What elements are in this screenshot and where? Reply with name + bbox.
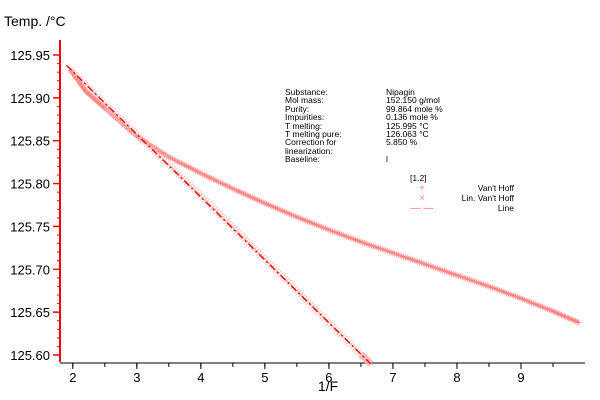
- info-key: Purity:: [285, 103, 310, 114]
- info-value: 5.850 %: [386, 137, 418, 148]
- y-tick-label: 125.80: [10, 177, 50, 192]
- x-tick-label: 3: [133, 370, 140, 385]
- info-key: T melting pure:: [285, 129, 342, 140]
- info-value: 126.063 °C: [386, 129, 429, 140]
- vant-hoff-point: [562, 313, 569, 320]
- y-tick-label: 125.95: [10, 48, 50, 63]
- fit-line: [65, 64, 371, 365]
- plus-marker-icon: +: [419, 182, 425, 194]
- vant-hoff-point: [574, 318, 581, 325]
- legend-label: Lin. Van't Hoff: [461, 193, 514, 203]
- legend-label: Line: [497, 203, 514, 213]
- vant-hoff-point: [569, 316, 576, 323]
- vant-hoff-point: [552, 309, 559, 316]
- y-axis-title: Temp. /°C: [4, 13, 66, 29]
- vant-hoff-point: [554, 310, 561, 317]
- info-row-correction: Correction for linearization: 5.850 %: [285, 138, 443, 155]
- vant-hoff-point: [565, 315, 572, 322]
- y-tick-label: 125.85: [10, 134, 50, 149]
- info-value: 152.150 g/mol: [386, 95, 440, 106]
- vant-hoff-point: [557, 311, 564, 318]
- y-tick-label: 125.65: [10, 305, 50, 320]
- vant-hoff-point: [564, 314, 571, 321]
- vant-hoff-point: [559, 312, 566, 319]
- x-tick-label: 4: [197, 370, 204, 385]
- vant-hoff-point: [575, 319, 582, 326]
- y-tick-label: 125.60: [10, 348, 50, 363]
- info-value: l: [386, 154, 388, 165]
- info-key: Mol mass:: [285, 95, 324, 106]
- y-axis: 125.60 125.65 125.70 125.75 125.80 125.85 125.…: [10, 40, 61, 363]
- info-value: 99.864 mole %: [386, 103, 443, 114]
- y-tick-label: 125.75: [10, 219, 50, 234]
- legend-item-line: — — Line: [410, 202, 514, 214]
- legend-label: Van't Hoff: [477, 183, 514, 193]
- info-key: Correction for linearization:: [285, 137, 337, 156]
- info-row-impurities: Impurities: 0.136 mole %: [285, 112, 443, 123]
- x-marker-icon: ×: [419, 192, 425, 204]
- vant-hoff-point: [558, 312, 565, 318]
- info-key: T melting:: [285, 120, 323, 131]
- y-tick-label: 125.70: [10, 262, 50, 277]
- info-key: Baseline:: [285, 154, 320, 165]
- info-value: 125.995 °C: [386, 120, 429, 131]
- y-tick-label: 125.90: [10, 91, 50, 106]
- x-tick-label: 8: [453, 370, 460, 385]
- legend-item-lin-vant-hoff: × Lin. Van't Hoff: [410, 192, 514, 204]
- legend-title-row: [1.2]: [410, 173, 514, 183]
- vant-hoff-point: [549, 308, 556, 315]
- dash-line-icon: — —: [410, 202, 434, 214]
- info-row-baseline: Baseline: l: [285, 154, 443, 165]
- legend-title: [1.2]: [410, 173, 427, 183]
- info-row-mol-mass: Mol mass: 152.150 g/mol: [285, 95, 443, 106]
- info-value: 0.136 mole %: [386, 112, 438, 123]
- vant-hoff-point: [571, 317, 578, 324]
- vant-hoff-point: [567, 315, 574, 322]
- x-tick-label: 2: [69, 370, 76, 385]
- vant-hoff-point: [568, 316, 575, 323]
- info-row-t-melting-pure: T melting pure: 126.063 °C: [285, 129, 443, 140]
- info-row-substance: Substance: Nipagin: [285, 87, 443, 97]
- results-table: Substance: Nipagin Mol mass: 152.150 g/mol…: [285, 88, 443, 164]
- vant-hoff-point: [572, 318, 579, 325]
- info-value: Nipagin: [386, 87, 415, 97]
- x-tick-label: 7: [389, 370, 396, 385]
- x-axis-title: 1/F: [318, 378, 339, 394]
- info-row-t-melting: T melting: 125.995 °C: [285, 120, 443, 131]
- info-row-purity: Purity: 99.864 mole %: [285, 103, 443, 114]
- legend-item-vant-hoff: + Van't Hoff: [410, 182, 514, 194]
- plot-area: [65, 64, 582, 367]
- info-key: Impurities:: [285, 112, 325, 123]
- legend: [1.2] + Van't Hoff × Lin. Van't Hoff — —…: [410, 173, 514, 214]
- vant-hoff-point: [561, 313, 568, 320]
- x-tick-label: 9: [517, 370, 524, 385]
- x-axis: 2 3 4 5 6 7 8 9: [60, 362, 585, 385]
- vant-hoff-point: [551, 308, 558, 315]
- info-key: Substance:: [285, 87, 328, 97]
- vant-hoff-point: [555, 310, 562, 317]
- x-tick-label: 5: [261, 370, 268, 385]
- x-tick-label: 6: [325, 370, 332, 385]
